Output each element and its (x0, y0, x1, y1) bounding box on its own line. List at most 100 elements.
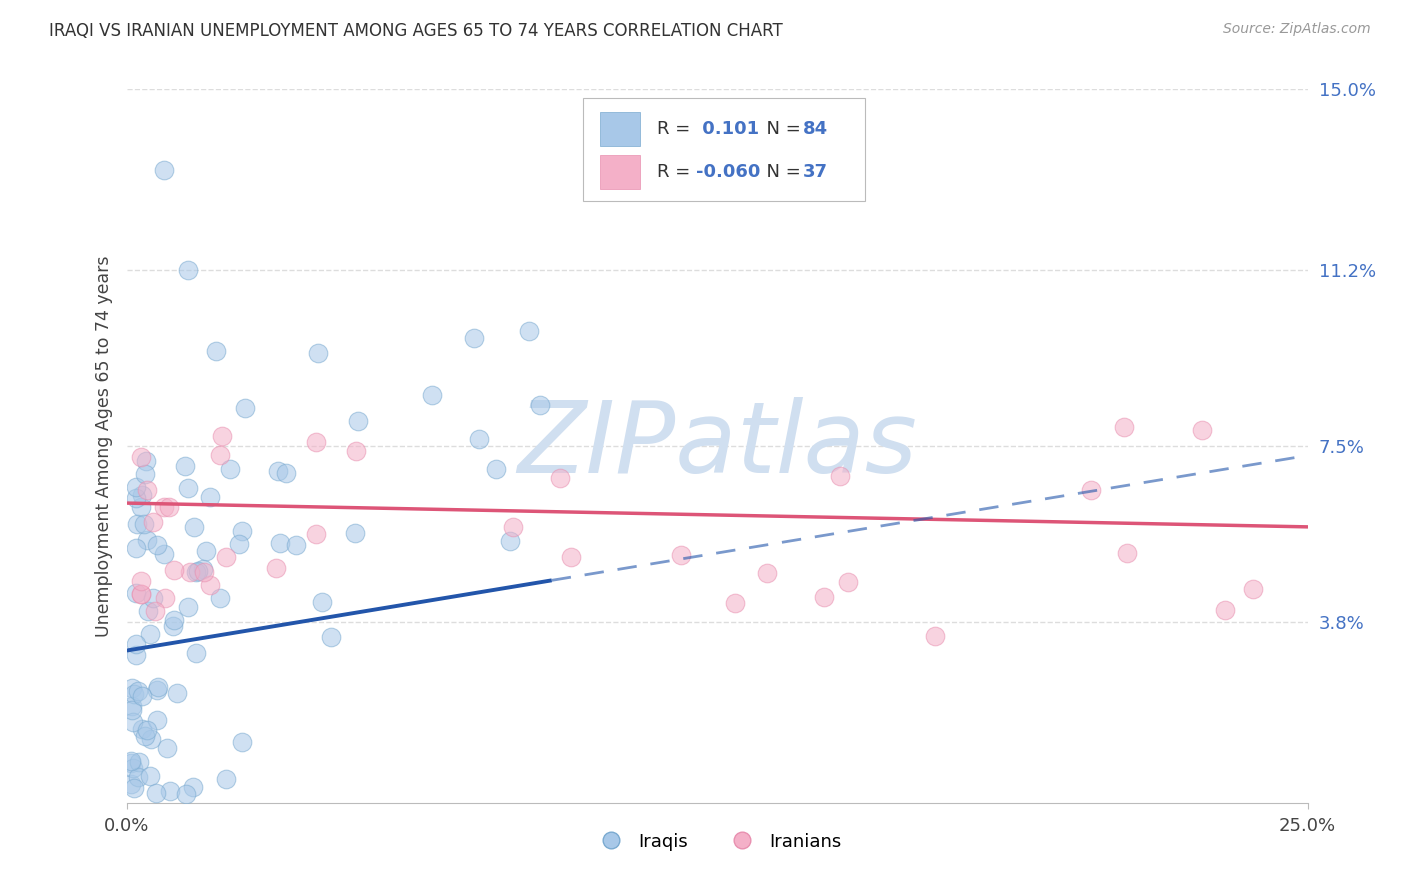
Text: 0.101: 0.101 (696, 120, 759, 138)
Point (134, 517, 156, 532)
Point (1115, 546, 1137, 560)
Point (125, 586, 148, 600)
Point (191, 561, 214, 575)
Point (924, 629, 946, 643)
Point (1213, 602, 1236, 616)
Y-axis label: Unemployment Among Ages 65 to 74 years: Unemployment Among Ages 65 to 74 years (94, 255, 112, 637)
Point (228, 537, 250, 551)
Point (193, 565, 215, 579)
Point (1191, 423, 1213, 437)
Point (125, 516, 148, 531)
Point (153, 500, 176, 514)
Text: 37: 37 (803, 163, 828, 181)
Point (146, 681, 169, 695)
Point (129, 574, 152, 588)
Point (1112, 419, 1135, 434)
Point (159, 783, 181, 797)
Point (837, 575, 859, 590)
Text: N =: N = (755, 120, 807, 138)
Point (142, 591, 165, 605)
Point (344, 443, 367, 458)
Point (131, 722, 153, 736)
Point (1080, 483, 1102, 498)
Point (529, 398, 551, 412)
Point (139, 627, 162, 641)
Point (186, 646, 208, 660)
Text: ZIPatlas: ZIPatlas (517, 398, 917, 494)
Point (177, 263, 200, 277)
Point (198, 578, 221, 592)
Point (177, 481, 200, 495)
Point (127, 683, 149, 698)
Point (145, 786, 167, 800)
Point (121, 681, 143, 695)
Point (311, 595, 333, 609)
Point (183, 519, 205, 533)
Point (205, 343, 228, 358)
Point (274, 466, 297, 480)
Point (422, 388, 444, 402)
Point (125, 637, 148, 651)
Point (139, 769, 162, 783)
Point (142, 515, 165, 529)
Point (179, 566, 201, 580)
Point (121, 702, 143, 716)
Point (267, 464, 290, 478)
Point (145, 538, 167, 552)
Text: -0.060: -0.060 (696, 163, 761, 181)
Point (153, 163, 176, 178)
Text: Source: ZipAtlas.com: Source: ZipAtlas.com (1223, 22, 1371, 37)
Point (231, 524, 253, 539)
Point (347, 414, 370, 428)
Point (163, 613, 186, 627)
Point (163, 563, 186, 577)
Point (125, 491, 148, 506)
Point (157, 500, 180, 515)
Point (830, 469, 852, 483)
Point (485, 462, 508, 476)
Point (152, 547, 174, 561)
Point (125, 480, 148, 494)
Point (162, 618, 184, 632)
Point (174, 787, 197, 801)
Point (813, 591, 835, 605)
Point (129, 587, 152, 601)
Point (121, 698, 143, 713)
Point (129, 450, 152, 465)
Point (135, 483, 157, 497)
Point (195, 544, 218, 558)
Point (125, 648, 148, 662)
Point (129, 587, 152, 601)
Point (125, 541, 148, 556)
Point (209, 448, 232, 462)
Point (122, 715, 145, 730)
Point (1241, 582, 1264, 596)
Point (198, 490, 221, 504)
Point (233, 401, 256, 415)
Point (517, 324, 540, 338)
Point (135, 723, 157, 737)
Point (724, 596, 747, 610)
Point (124, 687, 146, 701)
Point (145, 682, 167, 697)
Point (321, 630, 343, 644)
Point (173, 458, 195, 473)
Point (669, 548, 692, 562)
Point (186, 566, 208, 580)
Point (166, 686, 188, 700)
Point (135, 454, 157, 468)
Point (218, 462, 240, 476)
Point (211, 429, 233, 443)
Point (269, 536, 291, 550)
Point (120, 756, 142, 771)
Point (136, 604, 159, 618)
Point (215, 772, 238, 786)
Point (187, 564, 209, 578)
Text: 84: 84 (803, 120, 828, 138)
Point (122, 780, 145, 795)
Point (231, 734, 253, 748)
Point (136, 533, 159, 547)
Point (502, 520, 524, 534)
Point (307, 346, 329, 360)
Point (134, 729, 156, 743)
